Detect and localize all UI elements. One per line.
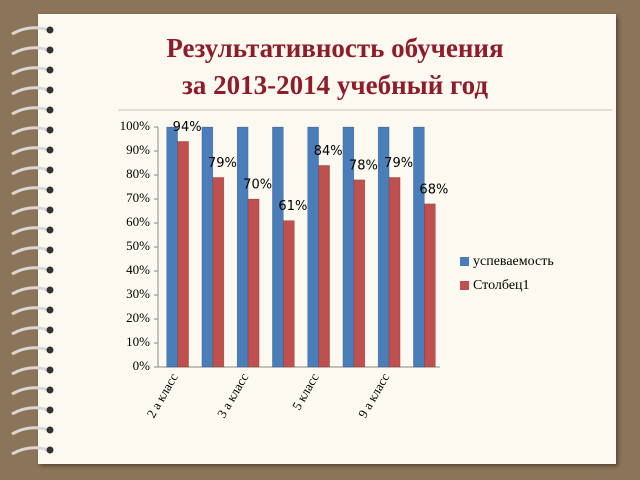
ring-hole [46,366,54,374]
ring-hole [46,226,54,234]
spiral-ring [11,346,49,356]
x-tick-label: 9 а класс [355,370,393,420]
bar [353,179,366,368]
ring-hole [46,66,54,74]
data-label: 84% [314,144,343,159]
ring-hole [46,446,54,454]
y-tick-label: 50% [126,238,150,253]
bar [283,220,295,368]
bar [307,126,319,368]
spiral-ring [11,26,49,36]
legend-label: успеваемость [473,254,554,269]
spiral-ring [11,266,49,276]
spiral-ring [11,46,49,56]
spiral-ring [11,406,49,416]
legend-label: Столбец1 [473,278,530,293]
ring-hole [46,46,54,54]
spiral-ring [11,206,49,216]
legend-swatch [460,257,469,266]
ring-hole [46,146,54,154]
spiral-ring [11,366,49,376]
data-label: 79% [384,156,413,171]
y-tick-label: 90% [126,142,150,157]
y-tick-label: 100% [120,118,151,133]
legend-swatch [460,281,469,290]
ring-hole [46,346,54,354]
ring-hole [46,286,54,294]
ring-hole [46,326,54,334]
y-tick-label: 60% [126,214,150,229]
ring-hole [46,246,54,254]
ring-hole [46,266,54,274]
spiral-ring [11,306,49,316]
spiral-ring [11,106,49,116]
bar [236,126,249,368]
bar [247,198,260,368]
ring-hole [46,126,54,134]
ring-hole [46,306,54,314]
bar [166,126,178,368]
bar [388,177,401,368]
spiral-ring [11,86,49,96]
data-label: 94% [173,120,202,135]
data-label: 79% [208,156,237,171]
ring-hole [46,186,54,194]
bar [424,203,436,368]
y-tick-label: 10% [126,334,150,349]
y-tick-label: 30% [126,286,150,301]
chart-title: Результативность обучения за 2013-2014 у… [166,33,504,100]
ring-hole [46,426,54,434]
bar [413,126,425,368]
ring-hole [46,86,54,94]
spiral-ring [11,66,49,76]
spiral-ring [11,286,49,296]
bar [212,177,225,368]
spiral-ring [11,146,49,156]
y-tick-label: 40% [126,262,150,277]
spiral-ring [11,226,49,236]
spiral-ring [11,166,49,176]
ring-hole [46,26,54,34]
data-label: 70% [243,178,272,193]
spiral-ring [11,326,49,336]
y-tick-label: 20% [126,310,150,325]
spiral-ring [11,386,49,396]
x-tick-label: 5 класс [289,370,322,412]
ring-hole [46,166,54,174]
x-tick-label: 2 а класс [143,370,181,420]
spiral-ring [11,186,49,196]
y-tick-label: 70% [126,190,150,205]
data-label: 61% [278,199,307,214]
ring-hole [46,406,54,414]
ring-hole [46,106,54,114]
ring-hole [46,206,54,214]
ring-hole [46,386,54,394]
data-label: 78% [349,158,378,173]
bar [318,165,330,368]
spiral-ring [11,426,49,436]
bar [272,126,284,368]
y-tick-label: 80% [126,166,150,181]
bar [177,141,189,368]
spiral-ring [11,446,49,456]
spiral-ring [11,246,49,256]
spiral-ring [11,126,49,136]
data-label: 68% [419,182,448,197]
x-tick-label: 3 а класс [214,370,252,420]
y-tick-label: 0% [133,358,151,373]
